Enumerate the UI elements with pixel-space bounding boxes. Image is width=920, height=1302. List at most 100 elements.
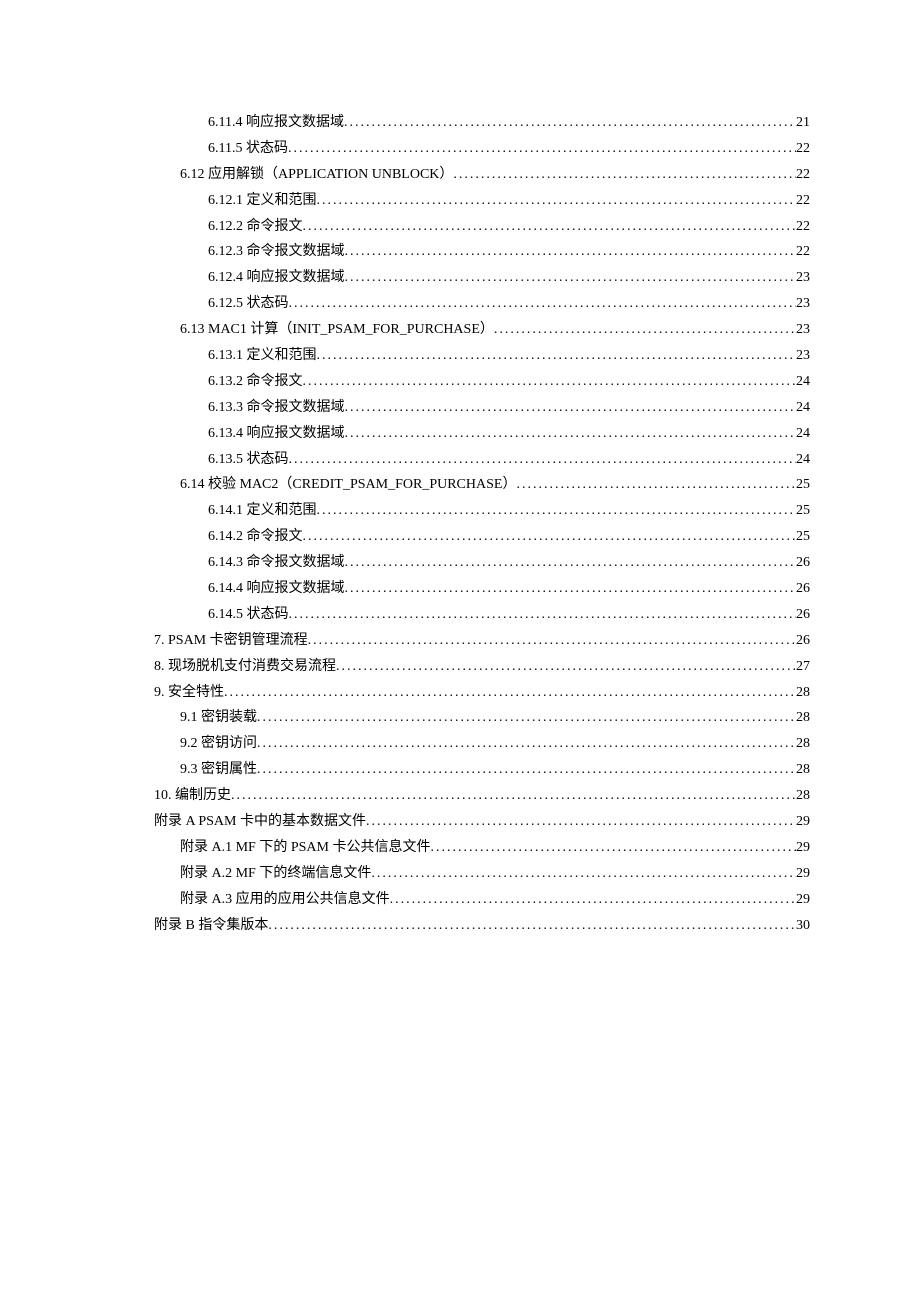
toc-entry-title: 6.12.1 定义和范围 [208, 188, 317, 214]
toc-entry-title: 6.13.4 响应报文数据域 [208, 421, 345, 447]
toc-entry-page: 29 [796, 861, 810, 887]
toc-leader-dots [494, 317, 796, 343]
toc-leader-dots [288, 136, 796, 162]
toc-leader-dots [289, 602, 797, 628]
toc-leader-dots [345, 265, 797, 291]
toc-entry-title: 6.11.4 响应报文数据域 [208, 110, 344, 136]
toc-leader-dots [345, 550, 797, 576]
toc-entry-page: 26 [796, 550, 810, 576]
toc-entry-title: 9.3 密钥属性 [180, 757, 257, 783]
toc-leader-dots [516, 472, 796, 498]
toc-entry-page: 24 [796, 395, 810, 421]
toc-entry-page: 23 [796, 317, 810, 343]
toc-entry: 附录 A.3 应用的应用公共信息文件 29 [130, 887, 810, 913]
toc-entry: 7. PSAM 卡密钥管理流程 26 [130, 628, 810, 654]
toc-leader-dots [317, 498, 797, 524]
toc-entry-title: 6.14.2 命令报文 [208, 524, 303, 550]
toc-entry-title: 6.13.3 命令报文数据域 [208, 395, 345, 421]
toc-leader-dots [303, 524, 797, 550]
toc-entry: 附录 A.2 MF 下的终端信息文件 29 [130, 861, 810, 887]
toc-entry-title: 附录 B 指令集版本 [154, 913, 268, 939]
toc-entry-page: 22 [796, 162, 810, 188]
toc-entry: 6.13 MAC1 计算（INIT_PSAM_FOR_PURCHASE） 23 [130, 317, 810, 343]
toc-entry: 附录 A.1 MF 下的 PSAM 卡公共信息文件 29 [130, 835, 810, 861]
toc-entry-title: 6.12.4 响应报文数据域 [208, 265, 345, 291]
toc-leader-dots [303, 214, 797, 240]
toc-entry-title: 6.11.5 状态码 [208, 136, 288, 162]
toc-entry-title: 6.14.3 命令报文数据域 [208, 550, 345, 576]
toc-leader-dots [345, 421, 797, 447]
toc-entry: 6.12 应用解锁（APPLICATION UNBLOCK）22 [130, 162, 810, 188]
toc-entry-title: 附录 A.2 MF 下的终端信息文件 [180, 861, 371, 887]
toc-entry-title: 6.12.2 命令报文 [208, 214, 303, 240]
toc-entry: 6.12.3 命令报文数据域22 [130, 239, 810, 265]
toc-leader-dots [390, 887, 796, 913]
toc-entry-title: 附录 A.1 MF 下的 PSAM 卡公共信息文件 [180, 835, 430, 861]
toc-entry-page: 28 [796, 705, 810, 731]
toc-entry-page: 26 [796, 628, 810, 654]
toc-entry-title: 6.13.2 命令报文 [208, 369, 303, 395]
toc-entry-page: 28 [796, 783, 810, 809]
toc-leader-dots [317, 343, 797, 369]
toc-leader-dots [317, 188, 797, 214]
toc-entry-title: 10. 编制历史 [154, 783, 231, 809]
toc-entry-title: 6.14.4 响应报文数据域 [208, 576, 345, 602]
toc-entry-page: 22 [796, 136, 810, 162]
toc-leader-dots [224, 680, 796, 706]
toc-entry: 6.12.5 状态码23 [130, 291, 810, 317]
toc-entry-title: 6.13.1 定义和范围 [208, 343, 317, 369]
toc-list: 6.11.4 响应报文数据域216.11.5 状态码226.12 应用解锁（AP… [130, 110, 810, 939]
toc-entry: 6.12.4 响应报文数据域23 [130, 265, 810, 291]
toc-entry-page: 28 [796, 757, 810, 783]
toc-leader-dots [257, 705, 796, 731]
toc-entry-page: 26 [796, 602, 810, 628]
toc-entry: 8. 现场脱机支付消费交易流程27 [130, 654, 810, 680]
toc-entry-title: 6.14 校验 MAC2（CREDIT_PSAM_FOR_PURCHASE） [180, 472, 516, 498]
toc-leader-dots [453, 162, 796, 188]
toc-leader-dots [344, 110, 796, 136]
toc-entry-title: 6.14.5 状态码 [208, 602, 289, 628]
toc-leader-dots [257, 757, 796, 783]
toc-leader-dots [303, 369, 797, 395]
toc-entry-page: 23 [796, 291, 810, 317]
toc-entry-title: 7. PSAM 卡密钥管理流程 [154, 628, 308, 654]
toc-entry-page: 28 [796, 680, 810, 706]
toc-entry-page: 24 [796, 447, 810, 473]
toc-leader-dots [257, 731, 796, 757]
toc-leader-dots [345, 239, 797, 265]
toc-entry-title: 6.14.1 定义和范围 [208, 498, 317, 524]
toc-leader-dots [231, 783, 796, 809]
toc-entry-page: 28 [796, 731, 810, 757]
toc-leader-dots [345, 395, 797, 421]
toc-leader-dots [289, 291, 797, 317]
toc-entry-title: 9.2 密钥访问 [180, 731, 257, 757]
toc-entry-page: 25 [796, 498, 810, 524]
toc-entry-page: 22 [796, 239, 810, 265]
toc-leader-dots [371, 861, 796, 887]
toc-entry-page: 21 [796, 110, 810, 136]
toc-entry-page: 25 [796, 472, 810, 498]
toc-entry: 6.14.2 命令报文25 [130, 524, 810, 550]
toc-entry-title: 8. 现场脱机支付消费交易流程 [154, 654, 336, 680]
toc-leader-dots [336, 654, 796, 680]
toc-entry-page: 23 [796, 343, 810, 369]
toc-entry-title: 6.13 MAC1 计算（INIT_PSAM_FOR_PURCHASE） [180, 317, 494, 343]
toc-entry: 6.12.1 定义和范围22 [130, 188, 810, 214]
toc-entry-page: 29 [796, 835, 810, 861]
toc-entry-page: 29 [796, 887, 810, 913]
toc-entry: 10. 编制历史 28 [130, 783, 810, 809]
toc-entry: 附录 A PSAM 卡中的基本数据文件29 [130, 809, 810, 835]
toc-entry: 6.11.5 状态码 22 [130, 136, 810, 162]
toc-leader-dots [268, 913, 796, 939]
toc-entry: 9.2 密钥访问 28 [130, 731, 810, 757]
toc-leader-dots [430, 835, 796, 861]
toc-entry: 6.13.2 命令报文24 [130, 369, 810, 395]
toc-entry-page: 24 [796, 421, 810, 447]
toc-entry: 6.14.5 状态码 26 [130, 602, 810, 628]
toc-entry-title: 附录 A.3 应用的应用公共信息文件 [180, 887, 390, 913]
toc-entry: 9.3 密钥属性 28 [130, 757, 810, 783]
toc-entry: 6.11.4 响应报文数据域 21 [130, 110, 810, 136]
toc-entry: 9.1 密钥装载28 [130, 705, 810, 731]
toc-leader-dots [289, 447, 797, 473]
toc-entry-title: 9. 安全特性 [154, 680, 224, 706]
